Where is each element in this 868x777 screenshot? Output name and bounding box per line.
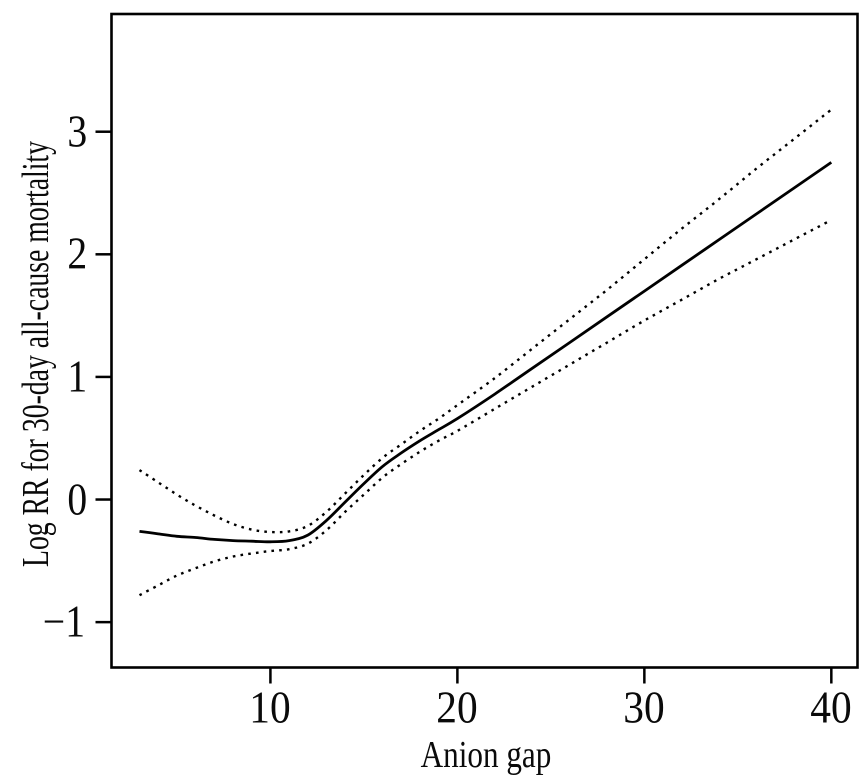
axis-ticks bbox=[95, 130, 833, 684]
x-tick-label: 10 bbox=[249, 682, 292, 733]
y-tick-label: 1 bbox=[66, 351, 87, 402]
x-tick-label: 40 bbox=[810, 682, 853, 733]
x-tick-label: 20 bbox=[436, 682, 479, 733]
x-axis-title: Anion gap bbox=[420, 734, 552, 776]
y-axis-title: Log RR for 30-day all-cause mortality bbox=[15, 140, 57, 568]
y-tick-label: 0 bbox=[66, 474, 87, 525]
plot-border bbox=[110, 12, 859, 669]
y-tick-label: 2 bbox=[66, 228, 87, 279]
upper-ci-curve bbox=[138, 108, 833, 534]
estimate-curve bbox=[139, 161, 833, 544]
lower-ci-curve bbox=[138, 218, 832, 597]
y-tick-label: −1 bbox=[42, 596, 86, 647]
x-tick-label: 30 bbox=[623, 682, 666, 733]
plot-frame bbox=[110, 12, 859, 669]
curves bbox=[138, 108, 833, 597]
y-tick-label: 3 bbox=[66, 106, 87, 157]
